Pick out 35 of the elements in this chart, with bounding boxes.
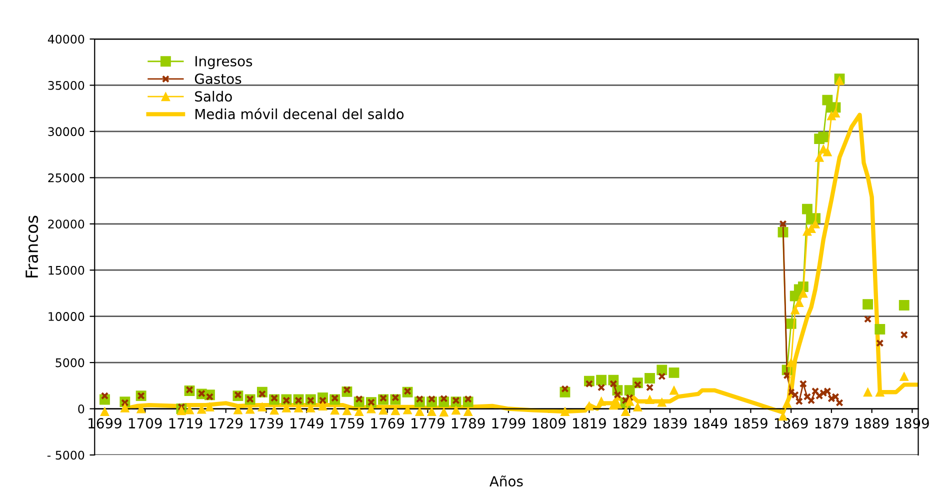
y-tick-label: - 5000 bbox=[47, 450, 84, 460]
y-tick-label: 5000 bbox=[56, 358, 84, 368]
x-tick-label: 1719 bbox=[169, 418, 202, 429]
y-axis-title: Francos bbox=[26, 216, 38, 278]
x-tick-label: 1779 bbox=[412, 418, 444, 429]
x-tick-label: 1859 bbox=[734, 418, 768, 429]
x-tick-label: 1759 bbox=[330, 418, 364, 429]
y-tick-label: 30000 bbox=[48, 127, 84, 136]
y-tick-label: 15000 bbox=[48, 266, 84, 275]
x-tick-label: 1729 bbox=[210, 418, 243, 429]
y-tick-label: 35000 bbox=[48, 80, 84, 90]
x-tick-label: 1869 bbox=[774, 418, 808, 429]
x-tick-label: 1829 bbox=[613, 418, 646, 429]
legend-label: Saldo bbox=[195, 90, 232, 102]
legend-label: Media móvil decenal del saldo bbox=[196, 108, 404, 120]
x-tick-label: 1879 bbox=[815, 418, 848, 429]
x-tick-label: 1709 bbox=[128, 418, 162, 429]
x-tick-label: 1789 bbox=[452, 418, 485, 429]
x-axis-title: Años bbox=[490, 476, 523, 487]
y-tick-label: 40000 bbox=[48, 34, 84, 44]
legend-label: Gastos bbox=[194, 74, 242, 84]
y-tick-label: 20000 bbox=[48, 220, 84, 229]
x-tick-label: 1799 bbox=[492, 418, 526, 429]
x-tick-label: 1739 bbox=[250, 418, 283, 429]
x-tick-label: 1769 bbox=[371, 418, 404, 429]
x-tick-label: 1749 bbox=[290, 418, 324, 429]
y-tick-label: 25000 bbox=[48, 173, 84, 182]
x-tick-label: 1809 bbox=[532, 418, 566, 429]
y-tick-label: 0 bbox=[78, 404, 84, 414]
x-tick-label: 1839 bbox=[654, 418, 687, 429]
x-tick-label: 1889 bbox=[856, 418, 889, 429]
x-tick-label: 1819 bbox=[573, 418, 606, 429]
x-tick-label: 1849 bbox=[694, 418, 728, 429]
y-tick-label: 10000 bbox=[48, 312, 84, 321]
legend-label: Ingresos bbox=[196, 56, 252, 70]
